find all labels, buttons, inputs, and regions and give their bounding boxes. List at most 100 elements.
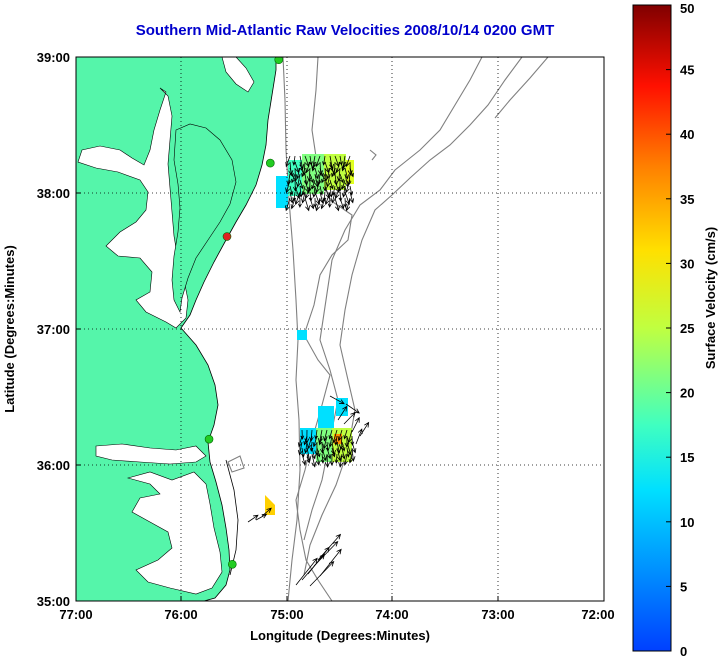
velocity-vector	[295, 167, 301, 180]
velocity-vector	[334, 197, 340, 212]
velocity-vector	[351, 441, 357, 454]
velocity-vector	[318, 435, 323, 446]
velocity-vector	[298, 185, 304, 198]
radar-station-marker	[204, 434, 214, 444]
velocity-vector	[324, 453, 330, 468]
velocity-vector	[320, 441, 325, 454]
velocity-vector	[321, 173, 326, 184]
velocity-vector	[291, 173, 296, 184]
velocity-vector	[322, 435, 328, 450]
velocity-vector	[311, 161, 316, 172]
velocity-vector	[297, 197, 302, 208]
radar-station-marker	[222, 232, 232, 241]
velocity-vector	[294, 191, 301, 206]
velocity-vector	[324, 191, 331, 206]
y-tick-label: 39:00	[37, 50, 70, 65]
velocity-vector	[351, 416, 360, 433]
velocity-vector	[312, 435, 318, 448]
velocity-vector	[331, 167, 336, 178]
velocity-vector	[329, 155, 335, 170]
velocity-vector	[316, 447, 321, 458]
velocity-vector	[293, 179, 298, 192]
velocity-vector	[331, 447, 336, 458]
colorbar-tick-label: 35	[680, 192, 694, 207]
colorbar-tick-label: 40	[680, 127, 694, 142]
velocity-vector	[335, 161, 341, 174]
colorbar-tick-label: 5	[680, 579, 687, 594]
velocity-vector	[301, 167, 306, 178]
velocity-vector	[321, 447, 327, 462]
velocity-vector	[319, 548, 342, 577]
x-tick-label: 74:00	[375, 607, 408, 622]
albemarle-sound	[95, 443, 207, 465]
velocity-vector	[334, 185, 341, 200]
velocity-cell-north-nearshore	[276, 176, 288, 208]
velocity-vector	[320, 197, 326, 210]
velocity-vector	[346, 441, 352, 456]
y-tick-label: 37:00	[37, 322, 70, 337]
velocity-vector	[325, 173, 331, 188]
velocity-vector	[337, 429, 343, 442]
velocity-vector	[307, 435, 313, 450]
y-tick-label: 38:00	[37, 186, 70, 201]
velocity-vector	[341, 441, 346, 452]
x-tick-label: 72:00	[581, 607, 614, 622]
velocity-vector	[311, 453, 317, 468]
velocity-vector	[295, 557, 318, 586]
velocity-vectors	[247, 155, 370, 587]
colorbar-tick-label: 50	[680, 1, 694, 16]
velocity-vector	[328, 435, 333, 448]
velocity-vector	[341, 447, 346, 460]
velocity-vector	[345, 197, 351, 212]
velocity-vector	[247, 514, 259, 523]
chesapeake-bay	[77, 87, 189, 329]
radar-station-marker	[274, 57, 284, 65]
grid-lines	[76, 57, 604, 601]
velocity-vector	[329, 179, 334, 190]
velocity-vector	[306, 167, 312, 182]
velocity-vector	[315, 197, 321, 212]
colorbar-tick-label: 15	[680, 450, 694, 465]
velocity-vector	[304, 197, 310, 212]
velocity-vector	[349, 167, 354, 178]
velocity-vector	[336, 167, 342, 182]
velocity-vector	[309, 173, 314, 184]
velocity-vector	[338, 435, 344, 450]
velocity-vector	[295, 173, 301, 188]
radar-station-marker	[266, 158, 275, 168]
velocity-vector	[331, 191, 336, 204]
velocity-cell-north-c	[324, 154, 346, 190]
velocity-vector	[327, 197, 332, 208]
velocity-cell-south-a	[318, 406, 334, 428]
velocity-cell-south-hotspot	[334, 434, 342, 444]
pamlico-sound	[126, 471, 223, 595]
velocity-vector	[297, 441, 303, 456]
velocity-vector	[328, 429, 333, 440]
velocity-vector	[341, 185, 347, 198]
velocity-vector	[345, 155, 351, 168]
velocity-vector	[285, 179, 291, 194]
outer-banks-outline	[225, 459, 239, 576]
velocity-vector	[301, 453, 307, 466]
velocity-vector	[300, 429, 305, 440]
velocity-vector	[309, 197, 315, 210]
velocity-vector	[306, 453, 311, 464]
velocity-vector	[290, 197, 296, 210]
velocity-vector	[313, 540, 339, 567]
velocity-vector	[339, 197, 345, 210]
colorbar-tick-label: 10	[680, 515, 694, 530]
velocity-vector	[286, 173, 291, 186]
velocity-vector	[303, 435, 308, 446]
map-title: Southern Mid-Atlantic Raw Velocities 200…	[135, 22, 555, 39]
colorbar-label: Surface Velocity (cm/s)	[703, 227, 718, 369]
velocity-vector	[359, 421, 370, 437]
velocity-vector	[297, 435, 303, 448]
velocity-vector	[322, 179, 328, 192]
velocity-vector	[343, 429, 348, 440]
radar-stations	[204, 57, 284, 569]
velocity-vector	[328, 185, 334, 198]
velocity-vector	[299, 179, 304, 190]
colorbar-tick-label: 25	[680, 321, 694, 336]
velocity-vector	[311, 185, 317, 198]
y-axis-label: Latitude (Degrees:Minutes)	[2, 245, 17, 413]
